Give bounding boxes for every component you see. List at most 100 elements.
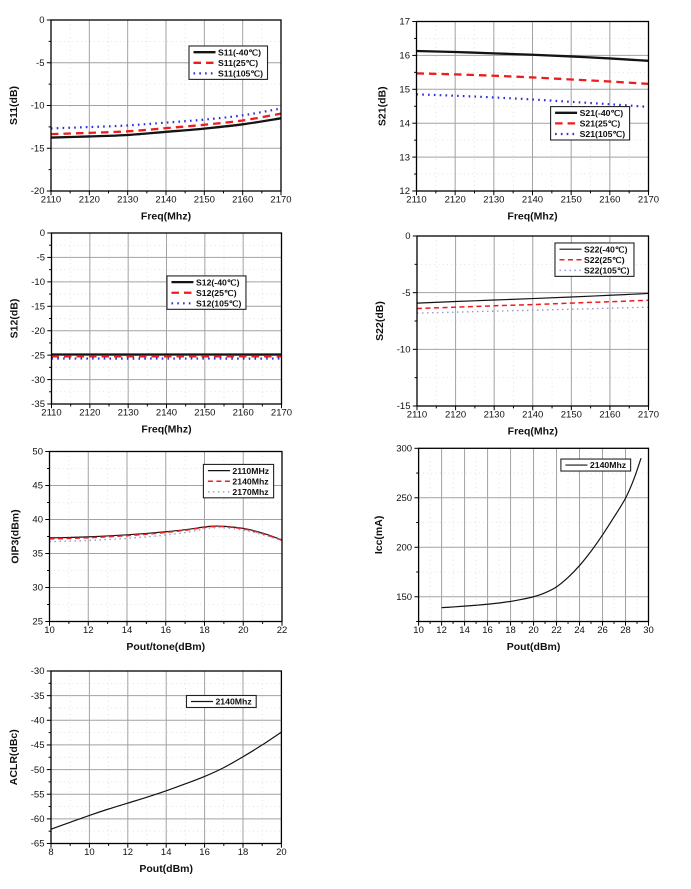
s22-y-tick: 0: [405, 231, 410, 242]
s22-plot-svg: 2110 2120 2130 2140 2150 2160 21700-5-10-15Fre…: [374, 231, 659, 437]
aclr-x-axis-label: Pout(dBm): [139, 863, 193, 875]
chart-aclr: 8 10 12 14 16 18 20 -30 -35 -40 -45 -50 -55 -60 -65 Pou…: [0, 660, 346, 889]
s11-x-tick: 2110: [41, 195, 61, 206]
s11-x-tick: 2160: [232, 195, 253, 206]
s11-legend-label-1: S11(-40℃): [218, 47, 261, 57]
s21-series-1-line: [416, 49, 649, 62]
s22-legend-label-2: S22(25℃): [584, 255, 625, 265]
s22-x-tick: 2130: [484, 410, 505, 421]
oip3-y-tick: 30: [32, 583, 43, 594]
chart-s12: 2110 2120 2130 2140 2150 2160 2170 0 -5 -10 -15 -20…: [0, 224, 346, 442]
s21-plot-svg: 2110 2120 2130 2140 2150 2160 2170 17 16 15 14 13 12…: [376, 17, 659, 223]
aclr-x-tick: 8: [48, 847, 53, 858]
s11-axes: [46, 19, 282, 196]
s11-y-tick: -10: [31, 101, 45, 112]
s11-legend: S11(-40℃)S11(25℃)S11(105℃): [188, 45, 269, 80]
s12-legend-label-2: S12(25℃): [196, 288, 237, 298]
icc-y-tick: 300: [396, 444, 412, 455]
aclr-legend-box: [185, 694, 257, 709]
s21-y-tick: 14: [399, 118, 410, 129]
s21-x-tick: 2160: [599, 195, 620, 206]
oip3-tick-labels: 10 12 14 16 18 20 22 50 45 40 35 30 25: [32, 447, 287, 636]
chart-oip3: 10 12 14 16 18 20 22 50 45 40 35 30 25 Pout/tone(dBm)…: [0, 442, 346, 660]
icc-x-axis-label: Pout(dBm): [507, 641, 561, 653]
s21-legend-label-2: S21(25℃): [580, 119, 621, 129]
icc-series-1-line: [441, 458, 642, 609]
oip3-series-1-line: [49, 525, 283, 541]
aclr-legend: 2140Mhz: [185, 694, 257, 709]
icc-x-tick: 22: [551, 625, 562, 636]
s12-x-tick: 2160: [233, 408, 254, 419]
aclr-x-tick: 12: [123, 847, 134, 858]
s22-series-1-line: [416, 292, 649, 304]
s21-x-tick: 2170: [638, 195, 659, 206]
s21-x-tick: 2120: [445, 195, 466, 206]
s21-y-tick: 16: [399, 51, 410, 62]
s22-x-tick: 2110: [407, 410, 427, 421]
aclr-y-tick: -30: [31, 666, 45, 677]
s12-y-tick: -30: [31, 375, 45, 386]
s21-x-tick: 2130: [483, 195, 504, 206]
icc-tick-labels: 10 12 14 16 18 20 22 24 26 28 30 300 250 200 150: [396, 444, 654, 637]
s11-legend-label-3: S11(105℃): [218, 69, 263, 79]
s12-x-tick: 2120: [79, 408, 100, 419]
s21-series: [416, 49, 649, 109]
s22-axis-labels: Freq(Mhz) S22(dB): [374, 301, 558, 437]
s11-tick-labels: 2110 2120 2130 2140 2150 2160 2170 0 -5 -10 -15 -20: [31, 15, 292, 205]
oip3-y-tick: 45: [32, 481, 43, 492]
s12-x-tick: 2110: [41, 408, 61, 419]
chart-s22: 2110 2120 2130 2140 2150 2160 2170 0 -5 -10 -15 Fre…: [346, 224, 691, 442]
aclr-y-axis-label: ACLR(dBc): [8, 729, 20, 785]
aclr-x-tick: 18: [238, 847, 249, 858]
s11-y-tick: -15: [31, 143, 45, 154]
s21-axes: [412, 20, 650, 196]
icc-x-tick: 28: [620, 625, 631, 636]
s11-y-tick: -5: [36, 58, 44, 69]
oip3-legend-box: [202, 463, 275, 499]
s12-y-tick: -5: [37, 253, 45, 264]
icc-x-tick: 30: [643, 625, 654, 636]
s11-y-axis-label: S11(dB): [8, 86, 20, 125]
icc-legend-label-1: 2140Mhz: [590, 460, 627, 470]
icc-axis-labels: Pout(dBm) Icc(mA): [373, 516, 560, 653]
icc-x-tick: 14: [459, 625, 470, 636]
oip3-legend-label-3: 2170Mhz: [232, 487, 269, 497]
aclr-legend-label-1: 2140Mhz: [215, 697, 252, 707]
s11-series-2-line: [50, 112, 282, 136]
icc-y-axis-label: Icc(mA): [373, 516, 385, 555]
s12-legend-label-1: S12(-40℃): [196, 277, 240, 287]
s21-tick-labels: 2110 2120 2130 2140 2150 2160 2170 17 16 15 14 13 12: [399, 17, 659, 206]
aclr-y-tick: -45: [31, 740, 45, 751]
s22-x-tick: 2160: [599, 410, 620, 421]
s12-y-tick: -15: [31, 301, 45, 312]
oip3-x-tick: 18: [199, 625, 210, 636]
chart-s11: 2110 2120 2130 2140 2150 2160 2170 0 -5 -10 -15 -20…: [0, 0, 346, 224]
s12-y-axis-label: S12(dB): [8, 299, 20, 339]
s22-series: [416, 292, 649, 314]
oip3-axes: [45, 450, 283, 626]
s12-y-tick: -35: [31, 399, 45, 410]
chart-s21: 2110 2120 2130 2140 2150 2160 2170 17 16 15 14 13 12…: [346, 0, 691, 224]
s11-series-3-line: [50, 107, 282, 130]
s22-y-tick: -5: [402, 288, 410, 299]
s22-y-axis-label: S22(dB): [374, 301, 386, 341]
oip3-y-tick: 40: [32, 515, 43, 526]
aclr-x-tick: 20: [276, 847, 287, 858]
s22-y-tick: -15: [397, 401, 411, 412]
s22-x-axis-label: Freq(Mhz): [508, 426, 558, 438]
s22-x-tick: 2170: [638, 410, 659, 421]
s12-legend-label-3: S12(105℃): [196, 299, 242, 309]
s12-plot-svg: 2110 2120 2130 2140 2150 2160 2170 0 -5 -10 -15 -20…: [8, 228, 292, 435]
aclr-tick-labels: 8 10 12 14 16 18 20 -30 -35 -40 -45 -50 -55 -60 -65: [31, 666, 287, 858]
oip3-series-3-line: [49, 526, 283, 543]
icc-x-tick: 12: [436, 625, 447, 636]
s12-series: [51, 353, 282, 360]
s11-x-tick: 2150: [194, 195, 215, 206]
s21-grid: [416, 21, 649, 191]
s21-x-tick: 2110: [406, 195, 426, 206]
s21-axis-labels: Freq(Mhz) S21(dB): [376, 86, 557, 222]
icc-x-tick: 16: [482, 625, 493, 636]
s22-axes: [412, 235, 650, 411]
icc-series: [441, 458, 642, 609]
aclr-y-tick: -60: [31, 814, 45, 825]
